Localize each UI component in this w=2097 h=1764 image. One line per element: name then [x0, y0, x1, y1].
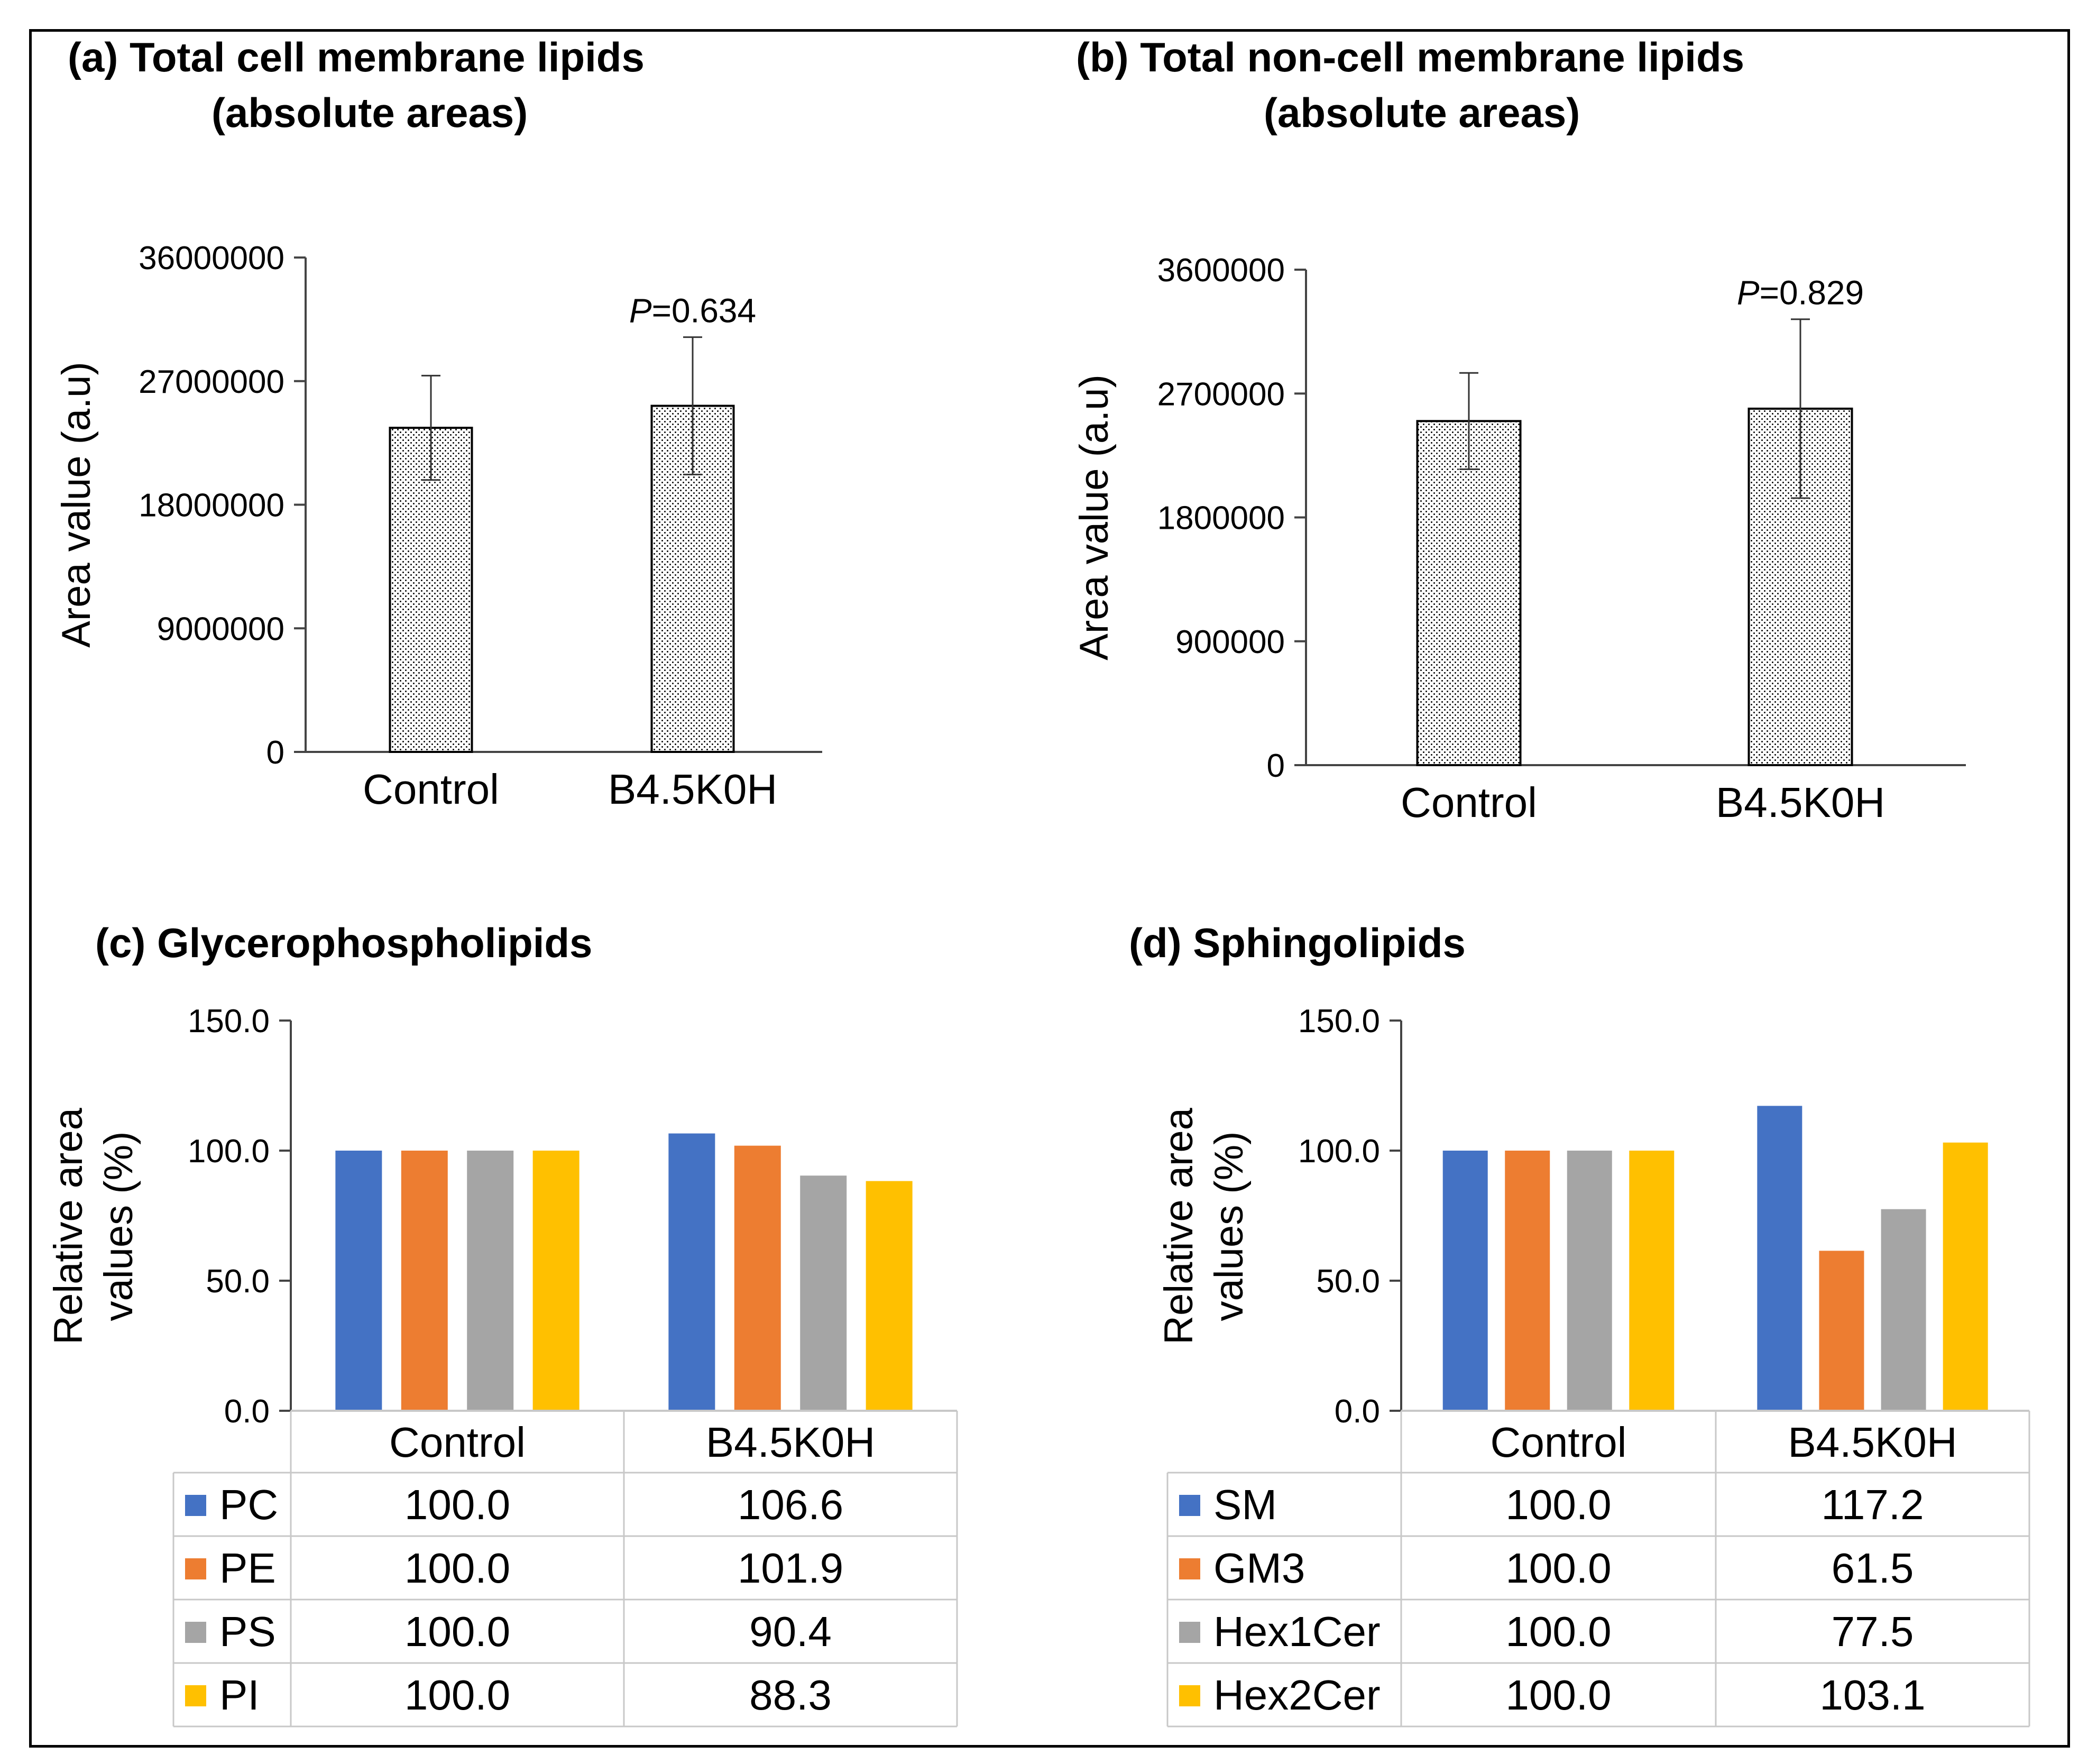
chart-b-bar	[1416, 420, 1522, 766]
chart-d-bar-hex2cer	[1629, 1151, 1675, 1411]
chart-c-y-tick-label: 0.0	[224, 1393, 270, 1430]
chart-b-title-line-1: (b) Total non-cell membrane lipids	[1076, 34, 1744, 80]
chart-c-table-value: 100.0	[404, 1608, 510, 1655]
chart-d-table-value: 117.2	[1821, 1481, 1924, 1528]
chart-a-title-line-2: (absolute areas)	[211, 89, 528, 136]
chart-b-y-tick-label: 900000	[1175, 624, 1285, 660]
chart-d-y-tick-label: 150.0	[1298, 1003, 1380, 1040]
chart-d-bar-hex2cer	[1943, 1142, 1988, 1411]
chart-d-legend-key-hex2cer	[1179, 1685, 1200, 1706]
chart-c-y-tick-label: 150.0	[188, 1003, 270, 1040]
chart-c-legend-label-pi: PI	[219, 1671, 260, 1719]
chart-c-y-tick-label: 100.0	[188, 1133, 270, 1170]
chart-b-y-axis-label: Area value (a.u)	[1072, 374, 1117, 660]
chart-d-title: (d) Sphingolipids	[1129, 920, 1466, 966]
chart-b-p-value-annotation: P=0.829	[1737, 274, 1864, 312]
chart-c-table-value: 90.4	[749, 1608, 832, 1655]
chart-d-legend-label-hex1cer: Hex1Cer	[1213, 1608, 1381, 1655]
chart-c-legend-label-pe: PE	[219, 1545, 276, 1592]
figure-frame	[29, 29, 2070, 1748]
chart-d-bar-hex1cer	[1567, 1151, 1612, 1411]
chart-c-legend-label-pc: PC	[219, 1481, 278, 1528]
chart-c-table-value: 100.0	[404, 1545, 510, 1592]
chart-d-legend-key-gm3	[1179, 1558, 1200, 1579]
chart-c-table-value: 100.0	[404, 1481, 510, 1528]
chart-d-y-tick-label: 100.0	[1298, 1133, 1380, 1170]
chart-d-legend-key-hex1cer	[1179, 1622, 1200, 1643]
chart-c-title: (c) Glycerophospholipids	[95, 920, 592, 966]
chart-c-y-tick-label: 50.0	[206, 1263, 270, 1300]
chart-d-bar-gm3	[1819, 1251, 1864, 1411]
chart-d-table-header-b45k0h: B4.5K0H	[1788, 1419, 1957, 1466]
chart-a-y-tick-label: 0	[266, 734, 284, 771]
chart-b-category-label: B4.5K0H	[1716, 779, 1885, 826]
chart-a-y-tick-label: 9000000	[157, 611, 284, 647]
chart-c-bar-ps	[800, 1175, 847, 1411]
chart-a-y-axis-label: Area value (a.u)	[54, 362, 99, 648]
chart-d-table-value: 77.5	[1832, 1608, 1914, 1655]
chart-a-y-tick-label: 36000000	[139, 240, 284, 277]
chart-d-table-value: 103.1	[1819, 1671, 1925, 1719]
chart-d-table-value: 100.0	[1505, 1608, 1611, 1655]
chart-b-bar	[1747, 407, 1853, 766]
chart-b-title-line-2: (absolute areas)	[1264, 89, 1580, 136]
chart-d-bar-hex1cer	[1881, 1209, 1926, 1411]
chart-c-y-axis-label-line-2: values (%)	[96, 1132, 141, 1321]
chart-d-legend-label-sm: SM	[1213, 1481, 1277, 1528]
chart-c-bar-pi	[532, 1151, 580, 1411]
chart-c-table-header-control: Control	[389, 1419, 526, 1466]
chart-d-table-header-control: Control	[1491, 1419, 1627, 1466]
chart-a-title-line-1: (a) Total cell membrane lipids	[68, 34, 645, 80]
chart-c-table-value: 101.9	[738, 1545, 843, 1592]
chart-a-p-value-text: =0.634	[652, 292, 757, 330]
chart-c-bar-pe	[401, 1151, 448, 1411]
chart-c-legend-key-pe	[185, 1558, 206, 1579]
chart-a-category-label: B4.5K0H	[608, 766, 777, 813]
chart-a-y-tick-label: 18000000	[139, 488, 284, 524]
chart-b-y-tick-label: 1800000	[1157, 500, 1285, 537]
chart-a-p-value-annotation: P=0.634	[629, 292, 756, 330]
chart-a-p-value-italic: P	[629, 292, 652, 330]
chart-c-bar-pc	[668, 1133, 715, 1411]
chart-d-y-tick-label: 0.0	[1335, 1393, 1380, 1430]
chart-d-table-value: 100.0	[1505, 1671, 1611, 1719]
chart-c-table-value: 88.3	[749, 1671, 832, 1719]
chart-a-bar	[389, 427, 473, 753]
chart-c-bar-pe	[734, 1145, 781, 1411]
chart-a-category-label: Control	[363, 766, 499, 813]
chart-c-table-value: 106.6	[738, 1481, 843, 1528]
chart-d-y-tick-label: 50.0	[1316, 1263, 1380, 1300]
chart-b-p-value-text: =0.829	[1760, 274, 1864, 312]
chart-d-y-axis-label-line-1: Relative area	[1156, 1107, 1201, 1345]
chart-b-category-label: Control	[1401, 779, 1537, 826]
chart-c-legend-label-ps: PS	[219, 1608, 276, 1655]
chart-b-y-tick-label: 2700000	[1157, 376, 1285, 412]
chart-c-legend-key-pi	[185, 1685, 206, 1706]
chart-d-legend-key-sm	[1179, 1495, 1200, 1516]
chart-b-y-tick-label: 3600000	[1157, 252, 1285, 289]
chart-b-y-tick-label: 0	[1267, 748, 1285, 784]
chart-d-legend-label-hex2cer: Hex2Cer	[1213, 1671, 1381, 1719]
chart-a-y-tick-label: 27000000	[139, 364, 284, 400]
chart-c-table-value: 100.0	[404, 1671, 510, 1719]
chart-c-y-axis-label-line-1: Relative area	[46, 1107, 91, 1345]
chart-d-table-value: 100.0	[1505, 1481, 1611, 1528]
chart-d-legend-label-gm3: GM3	[1213, 1545, 1305, 1592]
chart-d-table-value: 61.5	[1832, 1545, 1914, 1592]
chart-c-legend-key-ps	[185, 1622, 206, 1643]
chart-c-bar-pi	[866, 1181, 913, 1411]
chart-c-legend-key-pc	[185, 1495, 206, 1516]
chart-c-bar-ps	[467, 1151, 514, 1411]
chart-c-table-header-b45k0h: B4.5K0H	[706, 1419, 875, 1466]
chart-d-y-axis-label-line-2: values (%)	[1207, 1132, 1252, 1321]
chart-c-bar-pc	[335, 1151, 382, 1411]
chart-d-bar-sm	[1442, 1151, 1488, 1411]
chart-b-p-value-italic: P	[1737, 274, 1760, 312]
chart-d-bar-gm3	[1505, 1151, 1550, 1411]
chart-d-table-value: 100.0	[1505, 1545, 1611, 1592]
chart-d-bar-sm	[1757, 1106, 1802, 1411]
